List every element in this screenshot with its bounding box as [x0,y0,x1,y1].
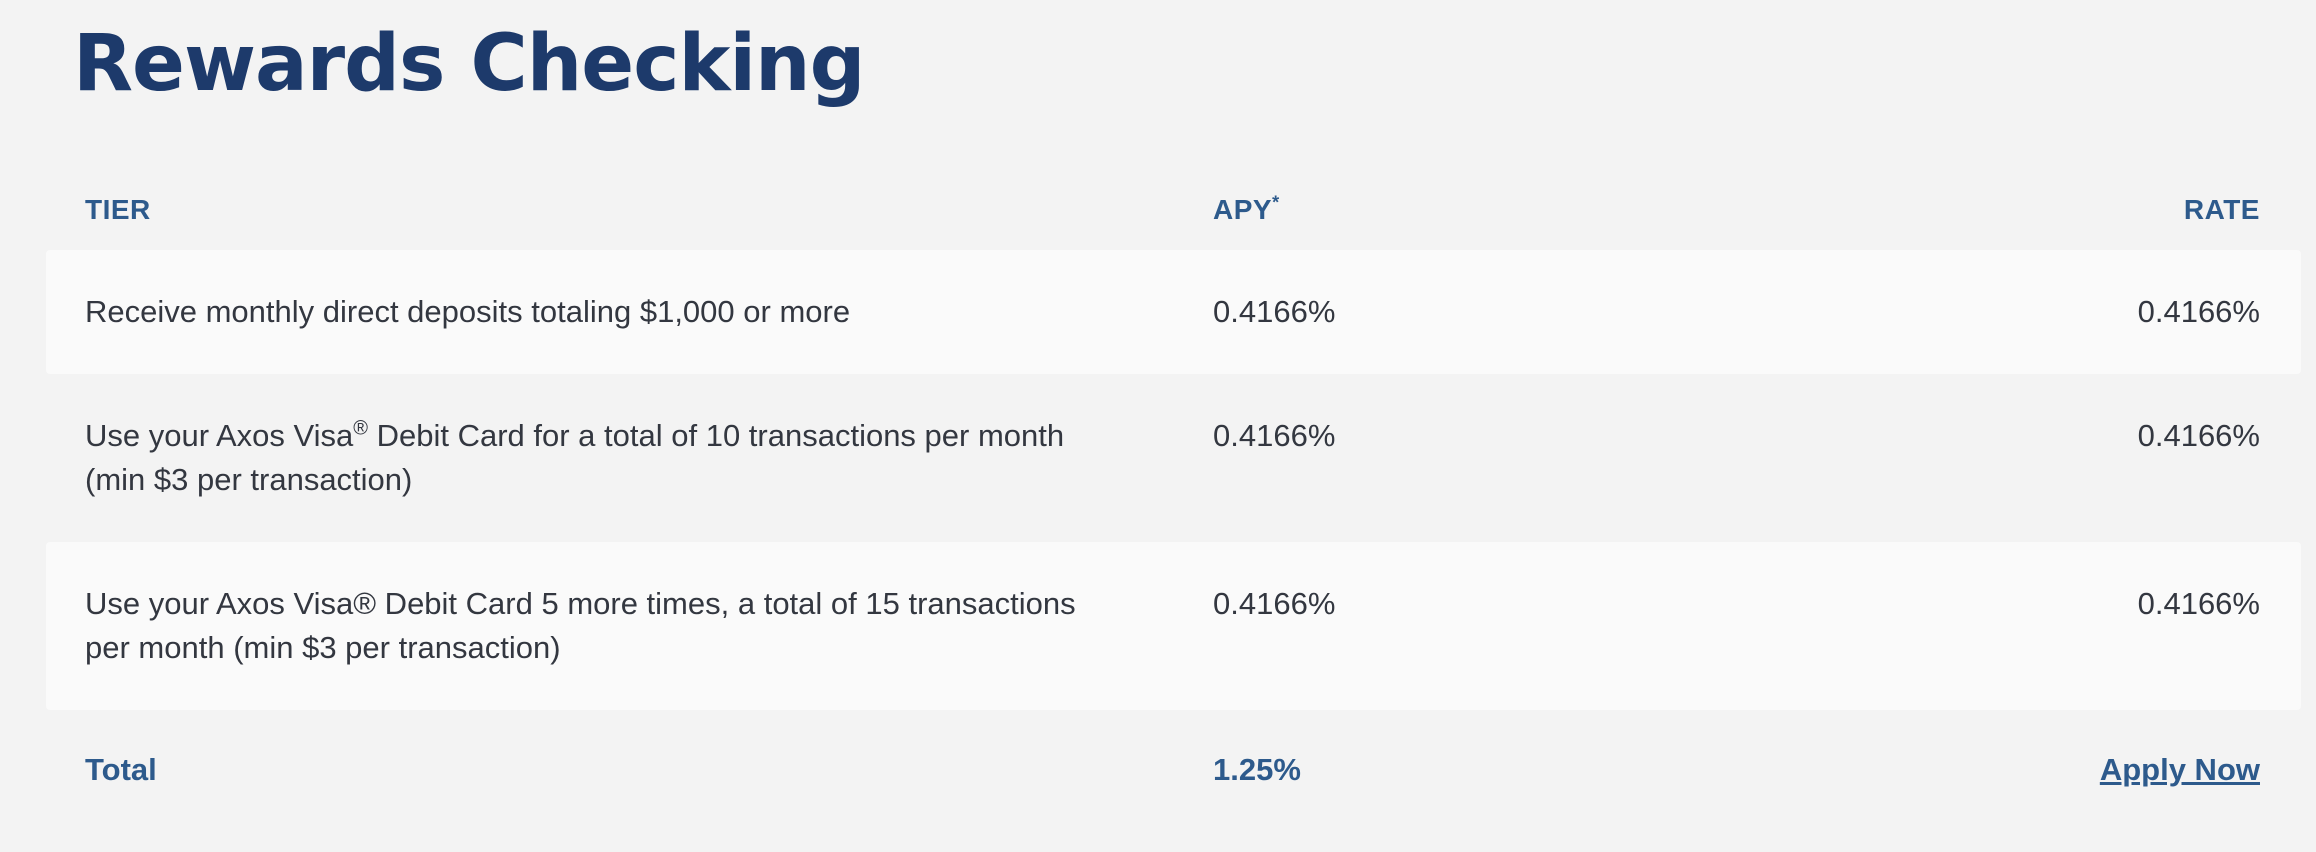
rates-table: TIER APY* RATE Receive monthly direct de… [46,170,2301,836]
apply-now-cell: Apply Now [2100,752,2260,788]
total-label: Total [85,752,157,787]
rate-value: 0.4166% [2137,586,2260,621]
apy-footnote-marker: * [1272,192,1280,213]
apy-value: 0.4166% [1213,294,1336,329]
tier-text: Use your Axos Visa® Debit Card 5 more ti… [85,586,1076,665]
table-row: Use your Axos Visa® Debit Card for a tot… [46,374,2301,542]
apply-now-link[interactable]: Apply Now [2099,752,2260,787]
total-apy-value: 1.25% [1213,752,1301,787]
column-header-apy: APY* [1213,194,1280,226]
tier-description: Receive monthly direct deposits totaling… [85,290,1085,334]
tier-text: Receive monthly direct deposits totaling… [85,294,851,329]
rate-value: 0.4166% [2137,294,2260,329]
total-row: Total 1.25% Apply Now [46,710,2301,836]
tier-text-continued: Debit Card for a total of 10 transaction… [85,418,1065,497]
column-header-apy-label: APY [1213,194,1273,225]
apy-value: 0.4166% [1213,586,1336,621]
table-row: Use your Axos Visa® Debit Card 5 more ti… [46,542,2301,710]
tier-description: Use your Axos Visa® Debit Card 5 more ti… [85,582,1085,670]
tier-text: Use your Axos Visa [85,418,354,453]
column-header-rate: RATE [2183,194,2260,225]
apy-value: 0.4166% [1213,418,1336,453]
registered-mark: ® [353,417,368,440]
table-row: Receive monthly direct deposits totaling… [46,250,2301,374]
column-header-tier: TIER [85,194,151,225]
page-title: Rewards Checking [73,19,865,109]
tier-description: Use your Axos Visa® Debit Card for a tot… [85,414,1085,502]
rate-value: 0.4166% [2137,418,2260,453]
table-header-row: TIER APY* RATE [46,170,2301,250]
